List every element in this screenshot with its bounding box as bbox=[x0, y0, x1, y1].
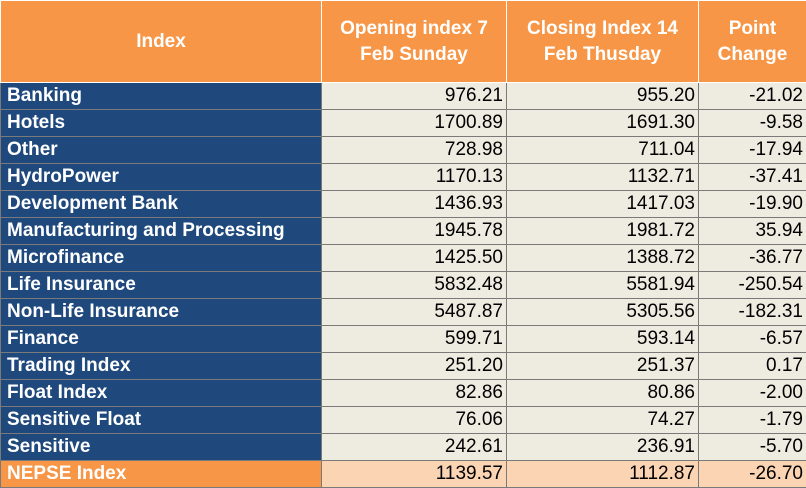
closing-value-cell: 5305.56 bbox=[507, 299, 699, 326]
index-name-cell: Other bbox=[1, 137, 322, 164]
opening-value-cell: 82.86 bbox=[322, 380, 507, 407]
point-change-cell: -17.94 bbox=[699, 137, 806, 164]
closing-value-cell: 955.20 bbox=[507, 83, 699, 110]
index-name-cell: Development Bank bbox=[1, 191, 322, 218]
opening-value-cell: 5487.87 bbox=[322, 299, 507, 326]
closing-value-cell: 711.04 bbox=[507, 137, 699, 164]
point-change-cell: -182.31 bbox=[699, 299, 806, 326]
closing-value-cell: 74.27 bbox=[507, 407, 699, 434]
point-change-cell: -21.02 bbox=[699, 83, 806, 110]
point-change-cell: -5.70 bbox=[699, 434, 806, 461]
index-name-cell: Microfinance bbox=[1, 245, 322, 272]
opening-value-cell: 1436.93 bbox=[322, 191, 507, 218]
point-change-cell: -9.58 bbox=[699, 110, 806, 137]
point-change-cell: -36.77 bbox=[699, 245, 806, 272]
point-change-cell: -250.54 bbox=[699, 272, 806, 299]
point-change-cell: -37.41 bbox=[699, 164, 806, 191]
closing-value-cell: 1417.03 bbox=[507, 191, 699, 218]
header-row: Index Opening index 7 Feb Sunday Closing… bbox=[1, 1, 806, 83]
opening-value-cell: 599.71 bbox=[322, 326, 507, 353]
closing-value-cell: 1132.71 bbox=[507, 164, 699, 191]
closing-value-cell: 236.91 bbox=[507, 434, 699, 461]
header-point-change: Point Change bbox=[699, 1, 806, 83]
index-name-cell: Finance bbox=[1, 326, 322, 353]
closing-value-cell: 593.14 bbox=[507, 326, 699, 353]
opening-value-cell: 1139.57 bbox=[322, 461, 507, 488]
closing-value-cell: 1388.72 bbox=[507, 245, 699, 272]
point-change-cell: 35.94 bbox=[699, 218, 806, 245]
opening-value-cell: 242.61 bbox=[322, 434, 507, 461]
point-change-cell: -1.79 bbox=[699, 407, 806, 434]
closing-value-cell: 1691.30 bbox=[507, 110, 699, 137]
index-name-cell: Sensitive Float bbox=[1, 407, 322, 434]
point-change-cell: -19.90 bbox=[699, 191, 806, 218]
point-change-cell: 0.17 bbox=[699, 353, 806, 380]
opening-value-cell: 1170.13 bbox=[322, 164, 507, 191]
opening-value-cell: 5832.48 bbox=[322, 272, 507, 299]
closing-value-cell: 1981.72 bbox=[507, 218, 699, 245]
index-name-cell: Manufacturing and Processing bbox=[1, 218, 322, 245]
opening-value-cell: 76.06 bbox=[322, 407, 507, 434]
index-name-cell: NEPSE Index bbox=[1, 461, 322, 488]
opening-value-cell: 728.98 bbox=[322, 137, 507, 164]
point-change-cell: -6.57 bbox=[699, 326, 806, 353]
opening-value-cell: 1425.50 bbox=[322, 245, 507, 272]
closing-value-cell: 251.37 bbox=[507, 353, 699, 380]
index-name-cell: Sensitive bbox=[1, 434, 322, 461]
opening-value-cell: 1700.89 bbox=[322, 110, 507, 137]
index-name-cell: Float Index bbox=[1, 380, 322, 407]
index-name-cell: Life Insurance bbox=[1, 272, 322, 299]
point-change-cell: -26.70 bbox=[699, 461, 806, 488]
closing-value-cell: 5581.94 bbox=[507, 272, 699, 299]
opening-value-cell: 251.20 bbox=[322, 353, 507, 380]
index-name-cell: Banking bbox=[1, 83, 322, 110]
index-name-cell: Hotels bbox=[1, 110, 322, 137]
closing-value-cell: 1112.87 bbox=[507, 461, 699, 488]
index-name-cell: Trading Index bbox=[1, 353, 322, 380]
closing-value-cell: 80.86 bbox=[507, 380, 699, 407]
index-name-cell: HydroPower bbox=[1, 164, 322, 191]
header-index: Index bbox=[1, 1, 322, 83]
opening-value-cell: 976.21 bbox=[322, 83, 507, 110]
header-closing-index: Closing Index 14 Feb Thusday bbox=[507, 1, 699, 83]
header-opening-index: Opening index 7 Feb Sunday bbox=[322, 1, 507, 83]
point-change-cell: -2.00 bbox=[699, 380, 806, 407]
index-name-cell: Non-Life Insurance bbox=[1, 299, 322, 326]
opening-value-cell: 1945.78 bbox=[322, 218, 507, 245]
